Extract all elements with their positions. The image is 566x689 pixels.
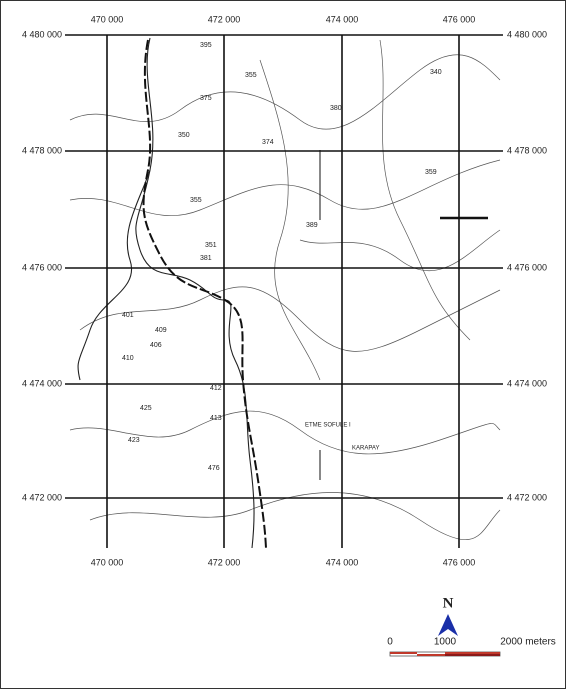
grid-label: 4 474 000 bbox=[22, 378, 62, 388]
grid-label: 476 000 bbox=[443, 557, 476, 567]
map-label: KARAPAY bbox=[352, 446, 379, 452]
map-label: 401 bbox=[122, 312, 134, 319]
scale-segment bbox=[445, 652, 500, 654]
grid-label: 474 000 bbox=[326, 557, 359, 567]
grid-label: 4 472 000 bbox=[507, 492, 547, 502]
map-label: 389 bbox=[306, 222, 318, 229]
grid-label: 4 478 000 bbox=[507, 145, 547, 155]
map-label: 395 bbox=[200, 42, 212, 49]
grid-label: 472 000 bbox=[208, 557, 241, 567]
map-label: ETME SOFULE I bbox=[305, 423, 351, 429]
map-label: 412 bbox=[210, 385, 222, 392]
grid-label: 474 000 bbox=[326, 14, 359, 24]
grid-label: 470 000 bbox=[91, 557, 124, 567]
grid-label: 4 480 000 bbox=[507, 29, 547, 39]
scale-segment bbox=[445, 654, 500, 656]
scale-label: 0 bbox=[387, 637, 393, 648]
map-label: 425 bbox=[140, 405, 152, 412]
map-label: 374 bbox=[262, 139, 274, 146]
map-label: 476 bbox=[208, 465, 220, 472]
grid-label: 4 480 000 bbox=[22, 29, 62, 39]
scale-label: 2000 meters bbox=[500, 637, 556, 648]
grid-label: 472 000 bbox=[208, 14, 241, 24]
grid-label: 470 000 bbox=[91, 14, 124, 24]
map-label: 355 bbox=[245, 72, 257, 79]
map-label: 409 bbox=[155, 327, 167, 334]
scale-segment bbox=[417, 654, 445, 656]
map-label: 423 bbox=[128, 437, 140, 444]
map-label: 406 bbox=[150, 342, 162, 349]
scale-label: 1000 bbox=[434, 637, 457, 648]
map-label: 381 bbox=[200, 255, 212, 262]
map-label: 355 bbox=[190, 197, 202, 204]
map-label: 350 bbox=[178, 132, 190, 139]
grid-label: 4 478 000 bbox=[22, 145, 62, 155]
grid-label: 4 474 000 bbox=[507, 378, 547, 388]
north-label: N bbox=[443, 595, 454, 611]
map-label: 351 bbox=[205, 242, 217, 249]
map-page: 470 000 470 000 472 000 472 000 474 000 474 0… bbox=[0, 0, 566, 689]
map-label: 340 bbox=[430, 69, 442, 76]
scale-segment bbox=[390, 652, 417, 654]
grid-label: 4 472 000 bbox=[22, 492, 62, 502]
map-label: 413 bbox=[210, 415, 222, 422]
grid-label: 476 000 bbox=[443, 14, 476, 24]
map-label: 375 bbox=[200, 95, 212, 102]
map-label: 380 bbox=[330, 105, 342, 112]
map-label: 359 bbox=[425, 169, 437, 176]
map-label: 410 bbox=[122, 355, 134, 362]
grid-label: 4 476 000 bbox=[507, 262, 547, 272]
grid-label: 4 476 000 bbox=[22, 262, 62, 272]
